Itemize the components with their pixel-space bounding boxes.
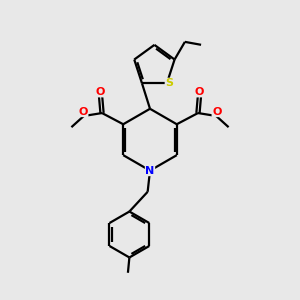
Text: S: S: [165, 78, 173, 88]
Text: O: O: [79, 106, 88, 117]
Text: O: O: [212, 106, 221, 117]
Text: N: N: [146, 166, 154, 176]
Text: O: O: [96, 87, 105, 97]
Text: O: O: [195, 87, 204, 97]
